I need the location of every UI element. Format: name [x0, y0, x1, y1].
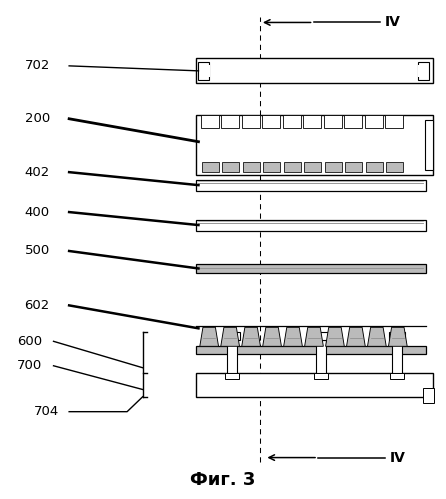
Bar	[304, 162, 321, 172]
Bar	[418, 62, 429, 80]
Text: 704: 704	[33, 405, 59, 418]
Bar	[418, 65, 426, 77]
Bar	[345, 162, 362, 172]
Bar	[385, 115, 403, 128]
Bar	[344, 115, 362, 128]
Bar	[316, 340, 326, 373]
Text: 700: 700	[17, 359, 42, 372]
Bar	[324, 115, 342, 128]
Text: 702: 702	[25, 59, 50, 72]
Bar	[392, 340, 402, 373]
Bar	[283, 115, 301, 128]
Bar	[263, 162, 280, 172]
Bar	[222, 162, 239, 172]
Bar	[389, 332, 405, 340]
Bar	[202, 65, 210, 77]
Polygon shape	[200, 327, 219, 346]
Bar	[201, 115, 219, 128]
Text: 200: 200	[25, 112, 50, 125]
Bar	[366, 162, 383, 172]
Bar	[423, 388, 434, 403]
Text: Фиг. 3: Фиг. 3	[190, 471, 256, 489]
Bar	[425, 120, 433, 170]
Bar	[196, 180, 426, 191]
Bar	[303, 115, 321, 128]
Text: IV: IV	[389, 451, 405, 465]
Bar	[221, 115, 239, 128]
Polygon shape	[326, 327, 344, 346]
Text: IV: IV	[385, 15, 401, 29]
Text: 500: 500	[25, 245, 50, 257]
Text: 600: 600	[17, 335, 42, 348]
Bar	[202, 162, 219, 172]
Bar	[242, 115, 260, 128]
Bar	[224, 332, 240, 340]
Polygon shape	[242, 327, 260, 346]
Polygon shape	[347, 327, 365, 346]
Bar	[262, 115, 280, 128]
Bar	[227, 340, 237, 373]
Bar	[325, 162, 342, 172]
Text: 400: 400	[25, 206, 50, 219]
Bar	[196, 115, 433, 175]
Polygon shape	[368, 327, 386, 346]
Bar	[196, 264, 426, 273]
Bar	[365, 115, 383, 128]
Bar	[196, 346, 426, 354]
Bar	[386, 162, 403, 172]
Bar	[313, 332, 329, 340]
Bar	[196, 373, 433, 397]
Polygon shape	[221, 327, 240, 346]
Polygon shape	[284, 327, 302, 346]
Polygon shape	[305, 327, 323, 346]
Text: 402: 402	[25, 166, 50, 179]
Bar	[390, 373, 404, 379]
Bar	[225, 373, 239, 379]
Bar	[196, 58, 433, 83]
Polygon shape	[388, 327, 407, 346]
Text: 602: 602	[25, 299, 50, 312]
Bar	[196, 220, 426, 231]
Bar	[243, 162, 260, 172]
Bar	[198, 62, 209, 80]
Bar	[284, 162, 301, 172]
Polygon shape	[263, 327, 281, 346]
Bar	[314, 373, 328, 379]
